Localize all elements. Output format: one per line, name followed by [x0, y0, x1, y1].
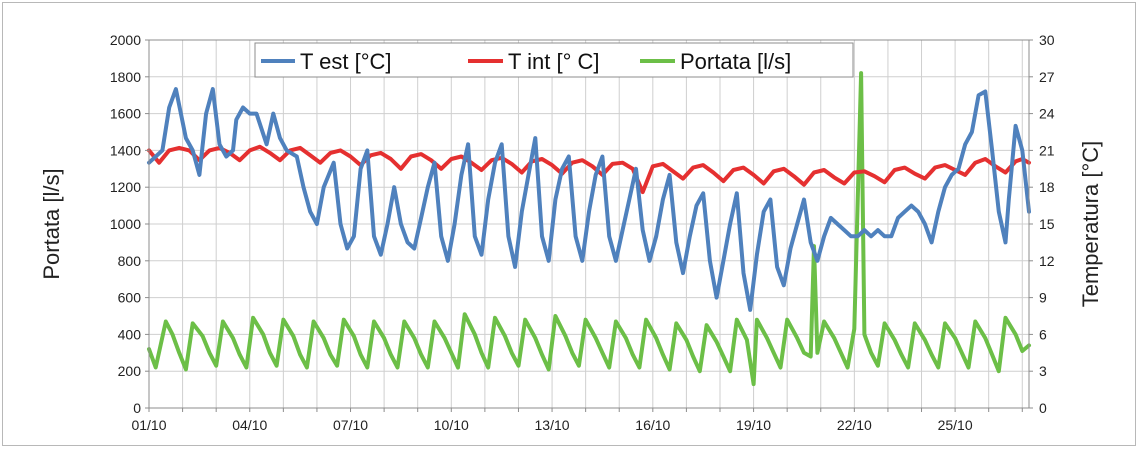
x-tick-label: 19/10 — [736, 417, 771, 433]
legend-label-portata: Portata [l/s] — [680, 49, 791, 74]
y-right-tick-label: 3 — [1039, 363, 1047, 379]
axes-layer — [145, 39, 1033, 412]
chart-svg: 0 200 400 600 800 1000 1200 1400 1600 1800 2000 0 3 6… — [39, 32, 1103, 433]
y-left-tick-label: 2000 — [110, 32, 141, 48]
x-tick-label: 01/10 — [131, 417, 166, 433]
y-right-tick-label: 18 — [1039, 179, 1055, 195]
x-tick-label: 13/10 — [535, 417, 570, 433]
y-right-tick-label: 30 — [1039, 32, 1055, 48]
series-layer — [147, 71, 1031, 387]
y-right-tick-label: 9 — [1039, 290, 1047, 306]
legend-label-t-est: T est [°C] — [300, 49, 392, 74]
y-right-tick-label: 6 — [1039, 326, 1047, 342]
series-line-portata-l-s — [147, 71, 1031, 387]
y-left-tick-label: 800 — [118, 253, 142, 269]
y-left-tick-label: 1200 — [110, 179, 141, 195]
x-tick-label: 10/10 — [434, 417, 469, 433]
y-right-tick-label: 27 — [1039, 69, 1055, 85]
legend: T est [°C] T int [° C] Portata [l/s] — [254, 42, 854, 78]
legend-label-t-int: T int [° C] — [508, 49, 600, 74]
x-tick-label: 07/10 — [333, 417, 368, 433]
y-right-tick-label: 0 — [1039, 400, 1047, 416]
y-right-tick-label: 15 — [1039, 216, 1055, 232]
y-right-tick-label: 24 — [1039, 106, 1055, 122]
y-left-tick-label: 1400 — [110, 142, 141, 158]
y-left-tick-label: 1000 — [110, 216, 141, 232]
x-tick-label: 25/10 — [938, 417, 973, 433]
x-tick-label: 22/10 — [837, 417, 872, 433]
y-axis-left-title: Portata [l/s] — [39, 168, 64, 279]
y-left-tick-label: 200 — [118, 363, 142, 379]
ticks-layer: 0 200 400 600 800 1000 1200 1400 1600 1800 2000 0 3 6… — [110, 32, 1055, 433]
series-line-t-int-c — [147, 144, 1031, 195]
y-left-tick-label: 1600 — [110, 106, 141, 122]
y-right-tick-label: 12 — [1039, 253, 1055, 269]
y-left-tick-label: 600 — [118, 290, 142, 306]
y-left-tick-label: 0 — [133, 400, 141, 416]
x-tick-label: 16/10 — [635, 417, 670, 433]
y-left-tick-label: 1800 — [110, 69, 141, 85]
series-line-t-est-c — [147, 87, 1031, 312]
y-axis-right-title: Temperatura [°C] — [1078, 141, 1103, 308]
x-tick-label: 04/10 — [232, 417, 267, 433]
y-right-tick-label: 21 — [1039, 142, 1055, 158]
legend-box — [254, 42, 854, 78]
y-left-tick-label: 400 — [118, 326, 142, 342]
